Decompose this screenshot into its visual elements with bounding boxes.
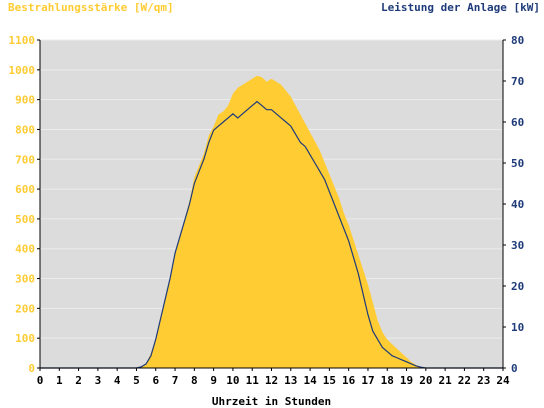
x-tick-label: 2 (75, 374, 82, 387)
right-tick-label: 0 (511, 362, 518, 375)
left-tick-label: 700 (15, 153, 35, 166)
x-tick-label: 14 (303, 374, 317, 387)
right-axis-title: Leistung der Anlage [kW] (381, 1, 540, 14)
x-tick-label: 16 (342, 374, 356, 387)
left-tick-label: 500 (15, 213, 35, 226)
left-tick-label: 900 (15, 94, 35, 107)
left-tick-label: 300 (15, 273, 35, 286)
x-tick-label: 11 (246, 374, 260, 387)
x-tick-label: 19 (400, 374, 413, 387)
power-line (40, 100, 503, 369)
x-tick-label: 13 (284, 374, 297, 387)
left-tick-label: 800 (15, 123, 35, 136)
x-tick-label: 3 (95, 374, 102, 387)
x-tick-labels: 0 1 2 3 4 5 6 7 8 9 10 11 12 13 14 15 16 17 18 19 20 21 22 23 24 (37, 368, 510, 387)
right-tick-label: 70 (511, 75, 524, 88)
x-tick-label: 23 (477, 374, 490, 387)
left-tick-label: 400 (15, 243, 35, 256)
left-axis-title: Bestrahlungsstärke [W/qm] (8, 1, 174, 14)
left-tick-label: 1100 (9, 34, 36, 47)
x-tick-label: 15 (323, 374, 336, 387)
right-tick-label: 10 (511, 321, 524, 334)
left-tick-label: 0 (28, 362, 35, 375)
x-tick-label: 17 (361, 374, 374, 387)
x-tick-label: 0 (37, 374, 44, 387)
x-tick-label: 9 (210, 374, 217, 387)
x-tick-label: 8 (191, 374, 198, 387)
right-tick-label: 60 (511, 116, 524, 129)
x-tick-label: 12 (265, 374, 278, 387)
left-tick-labels: 0 100 200 300 400 500 600 700 800 900 1000 1100 (9, 34, 40, 375)
x-tick-label: 18 (381, 374, 394, 387)
x-tick-label: 6 (152, 374, 159, 387)
x-tick-label: 4 (114, 374, 121, 387)
irradiance-area (40, 75, 503, 368)
x-tick-label: 7 (172, 374, 179, 387)
x-tick-label: 5 (133, 374, 140, 387)
x-axis-label: Uhrzeit in Stunden (212, 395, 331, 408)
left-tick-label: 600 (15, 183, 35, 196)
x-tick-label: 1 (56, 374, 63, 387)
right-tick-labels: 0 10 20 30 40 50 60 70 80 (503, 34, 524, 375)
x-tick-label: 21 (439, 374, 453, 387)
right-tick-label: 20 (511, 280, 524, 293)
x-tick-label: 24 (496, 374, 510, 387)
right-tick-label: 80 (511, 34, 524, 47)
x-tick-label: 22 (458, 374, 471, 387)
left-tick-label: 1000 (9, 64, 36, 77)
right-tick-label: 50 (511, 157, 524, 170)
left-tick-label: 100 (15, 332, 35, 345)
right-tick-label: 30 (511, 239, 524, 252)
x-tick-label: 20 (419, 374, 432, 387)
left-tick-label: 200 (15, 302, 35, 315)
right-tick-label: 40 (511, 198, 524, 211)
x-tick-label: 10 (226, 374, 239, 387)
